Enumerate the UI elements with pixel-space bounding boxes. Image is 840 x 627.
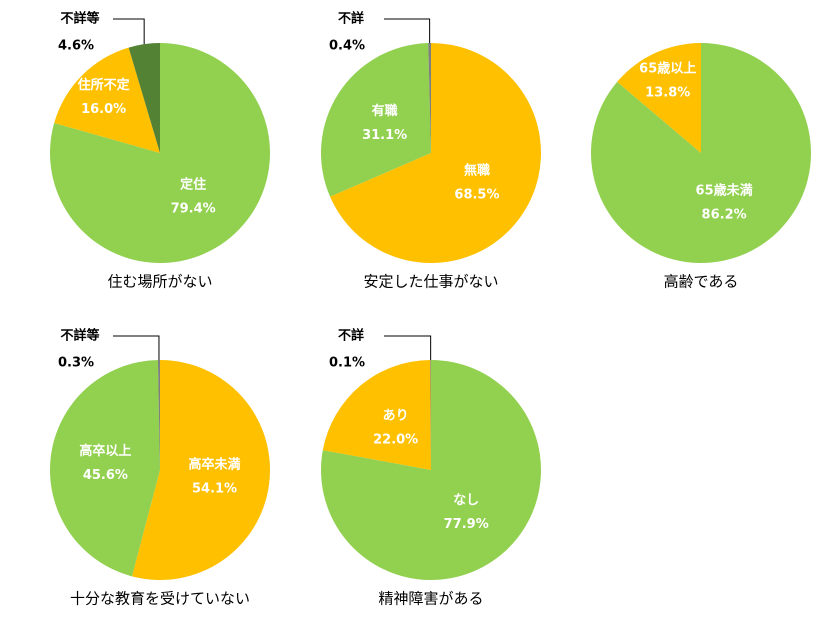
pie-slice [330, 43, 542, 264]
slice-value: 54.1% [192, 482, 237, 497]
pie-slice [321, 360, 542, 580]
slice-label: 不詳等 [60, 11, 99, 27]
pie-slice [321, 43, 431, 197]
chart-title: 住む場所がない [107, 273, 212, 291]
slice-label: 定住 [179, 176, 206, 192]
slice-value: 31.1% [362, 128, 407, 143]
slice-label: 不詳 [338, 328, 364, 344]
slice-label: あり [383, 408, 409, 423]
slice-label: 有職 [372, 103, 398, 119]
chart-title: 精神障害がある [378, 590, 483, 608]
slice-label: 不詳 [338, 11, 364, 27]
slice-label: 不詳等 [60, 328, 99, 344]
slice-label: 住所不定 [78, 77, 130, 93]
pie-slice [157, 360, 160, 470]
slice-value: 45.6% [83, 468, 128, 483]
slice-label: 高卒未満 [189, 457, 241, 473]
slice-value: 4.6% [58, 39, 94, 54]
slice-label: 65歳未満 [696, 182, 753, 198]
slice-label: なし [453, 493, 479, 508]
pie-slice [128, 43, 160, 153]
chart-title: 高齢である [664, 273, 739, 291]
slice-value: 68.5% [454, 188, 499, 203]
pie-slice [322, 360, 431, 470]
slice-label: 65歳以上 [639, 61, 696, 77]
chart-title: 十分な教育を受けていない [70, 590, 250, 608]
pie-slice [49, 360, 160, 577]
slice-value: 86.2% [702, 207, 747, 222]
chart-title: 安定した仕事がない [363, 273, 498, 291]
pie-slice [428, 43, 431, 153]
slice-value: 22.0% [373, 432, 418, 447]
leader-line [384, 335, 432, 361]
slice-value: 79.4% [171, 201, 216, 216]
pie-slice [590, 43, 811, 263]
slice-value: 0.1% [329, 356, 365, 371]
slice-value: 16.0% [81, 102, 126, 117]
pie-slice [430, 359, 431, 470]
pie-slice [617, 43, 701, 153]
slice-label: 高卒以上 [79, 443, 131, 459]
slice-value: 13.8% [645, 86, 690, 101]
pie-slice [131, 360, 270, 580]
pie-slice [54, 47, 160, 153]
slice-label: 無職 [464, 163, 490, 179]
leader-line [113, 335, 160, 361]
leader-line [384, 18, 431, 44]
slice-value: 0.4% [329, 39, 365, 54]
leader-line [113, 18, 145, 45]
slice-value: 0.3% [58, 356, 94, 371]
slice-value: 77.9% [444, 517, 489, 532]
